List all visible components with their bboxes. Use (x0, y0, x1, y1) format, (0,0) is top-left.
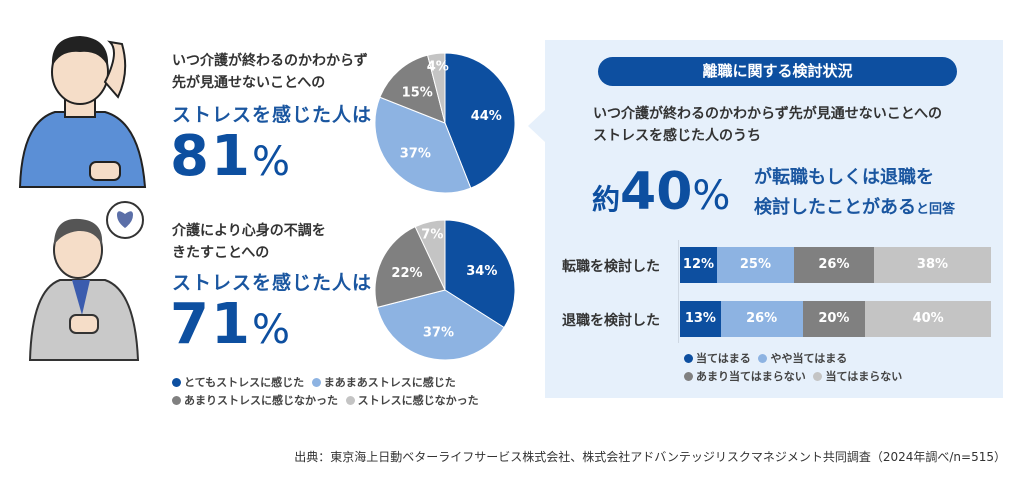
panel-subtitle: いつ介護が終わるのかわからず先が見通せないことへの ストレスを感じた人のうち (593, 106, 943, 144)
pie-data-label: 4% (427, 59, 449, 74)
legend-item: 当てはまらない (813, 370, 902, 383)
panel-headline: 約40% (592, 162, 731, 222)
bar-segment: 38% (873, 247, 991, 283)
stacked-bar-chart: 12% 25% 26% 38% 13% 26% 20% 40% (680, 247, 991, 337)
pie-slice (426, 52, 446, 124)
pie-slice (414, 219, 446, 291)
legend-item: あまりストレスに感じなかった (172, 394, 338, 407)
pie-legend: とてもストレスに感じた まあまあストレスに感じた あまりストレスに感じなかった … (172, 374, 479, 410)
panel-headline-text: が転職もしくは退職を 検討したことがあると回答 (754, 167, 956, 218)
bar-segment: 12% (680, 247, 717, 283)
top-percentage: 81% (170, 124, 292, 189)
pie-chart-bottom: 34% 37% 22% 7% (374, 219, 516, 361)
bar-axis (678, 240, 679, 343)
pie-data-label: 37% (423, 325, 454, 340)
bar-segment: 25% (716, 247, 794, 283)
legend-item: ストレスに感じなかった (345, 394, 479, 407)
legend-item: あまり当てはまらない (684, 370, 806, 383)
bar-category-label: 転職を検討した (562, 259, 660, 275)
pie-chart-top: 44% 37% 15% 4% (374, 52, 516, 194)
top-question: いつ介護が終わるのかわからず 先が見通せないことへの (172, 53, 368, 91)
legend-item: まあまあストレスに感じた (311, 376, 456, 389)
pie-slice (379, 54, 446, 124)
pie-slice (376, 289, 505, 361)
stressed-man-illustration (18, 36, 147, 188)
bar-category-label: 退職を検討した (562, 313, 660, 329)
callout-pointer (528, 110, 545, 142)
bar-segment: 13% (680, 301, 721, 337)
bar-legend: 当てはまる やや当てはまる あまり当てはまらない 当てはまらない (684, 350, 902, 386)
source-note: 出典：東京海上日動ベターライフサービス株式会社、株式会社アドバンテッジリスクマネ… (294, 450, 1006, 464)
bottom-highlight: ストレスを感じた人は (172, 272, 373, 294)
legend-item: やや当てはまる (758, 352, 847, 365)
pie-slice (374, 96, 472, 194)
pie-slice (444, 52, 516, 189)
pie-data-label: 37% (400, 147, 431, 162)
resignation-panel (545, 40, 1003, 398)
heartbroken-man-illustration (28, 201, 144, 361)
pie-data-label: 34% (466, 264, 497, 279)
pie-data-label: 15% (402, 85, 433, 100)
panel-title: 離職に関する検討状況 (598, 57, 957, 86)
legend-item: とてもストレスに感じた (172, 376, 304, 389)
pie-data-label: 22% (391, 266, 422, 281)
bar-segment: 26% (793, 247, 874, 283)
pie-data-label: 7% (421, 227, 443, 242)
pie-slice (374, 225, 446, 309)
legend-item: 当てはまる (684, 352, 751, 365)
bar-segment: 40% (865, 301, 991, 337)
bottom-percentage: 71% (170, 292, 292, 357)
top-highlight: ストレスを感じた人は (172, 104, 373, 126)
bottom-question: 介護により心身の不調を きたすことへの (172, 223, 326, 261)
pie-data-label: 44% (471, 109, 502, 124)
bar-segment: 20% (802, 301, 866, 337)
bar-segment: 26% (720, 301, 803, 337)
